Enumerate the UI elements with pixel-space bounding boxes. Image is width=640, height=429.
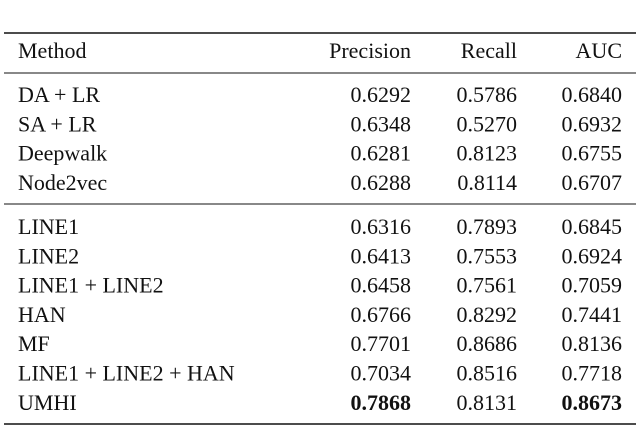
value-cell: 0.6845 bbox=[562, 214, 623, 239]
value-cell: 0.7561 bbox=[457, 273, 518, 298]
value-cell: 0.8673 bbox=[562, 390, 623, 415]
value-cell: 0.8292 bbox=[457, 302, 518, 327]
value-cell: 0.6840 bbox=[562, 82, 623, 107]
value-cell: 0.6288 bbox=[351, 170, 412, 195]
value-cell: 0.6707 bbox=[562, 170, 623, 195]
value-cell: 0.7868 bbox=[351, 390, 412, 415]
value-cell: 0.8686 bbox=[457, 331, 518, 356]
value-cell: 0.6458 bbox=[351, 273, 412, 298]
method-cell: LINE2 bbox=[18, 243, 79, 268]
value-cell: 0.7701 bbox=[351, 331, 412, 356]
value-cell: 0.7059 bbox=[562, 273, 623, 298]
value-cell: 0.7893 bbox=[457, 214, 518, 239]
value-cell: 0.7553 bbox=[457, 243, 518, 268]
value-cell: 0.7441 bbox=[562, 302, 623, 327]
value-cell: 0.7718 bbox=[562, 361, 623, 386]
method-cell: UMHI bbox=[18, 390, 77, 415]
value-cell: 0.5270 bbox=[457, 111, 518, 136]
value-cell: 0.7034 bbox=[351, 361, 412, 386]
value-cell: 0.6924 bbox=[562, 243, 623, 268]
value-cell: 0.8114 bbox=[457, 170, 517, 195]
value-cell: 0.8131 bbox=[457, 390, 518, 415]
value-cell: 0.6316 bbox=[351, 214, 412, 239]
value-cell: 0.8123 bbox=[457, 141, 518, 166]
value-cell: 0.6292 bbox=[351, 82, 412, 107]
value-cell: 0.8136 bbox=[562, 331, 623, 356]
value-cell: 0.6766 bbox=[351, 302, 412, 327]
method-cell: DA + LR bbox=[18, 82, 100, 107]
method-cell: Node2vec bbox=[18, 170, 107, 195]
method-cell: LINE1 + LINE2 bbox=[18, 273, 164, 298]
value-cell: 0.6348 bbox=[351, 111, 412, 136]
method-cell: Deepwalk bbox=[18, 141, 107, 166]
header-cell: Precision bbox=[329, 38, 411, 63]
value-cell: 0.6413 bbox=[351, 243, 412, 268]
value-cell: 0.8516 bbox=[457, 361, 518, 386]
value-cell: 0.6932 bbox=[562, 111, 623, 136]
method-cell: LINE1 bbox=[18, 214, 79, 239]
method-cell: SA + LR bbox=[18, 111, 97, 136]
value-cell: 0.6755 bbox=[562, 141, 623, 166]
header-cell: Recall bbox=[461, 38, 517, 63]
method-cell: MF bbox=[18, 331, 50, 356]
method-cell: HAN bbox=[18, 302, 66, 327]
header-cell: Method bbox=[18, 38, 86, 63]
method-cell: LINE1 + LINE2 + HAN bbox=[18, 361, 235, 386]
value-cell: 0.6281 bbox=[351, 141, 412, 166]
value-cell: 0.5786 bbox=[457, 82, 518, 107]
header-cell: AUC bbox=[576, 38, 622, 63]
